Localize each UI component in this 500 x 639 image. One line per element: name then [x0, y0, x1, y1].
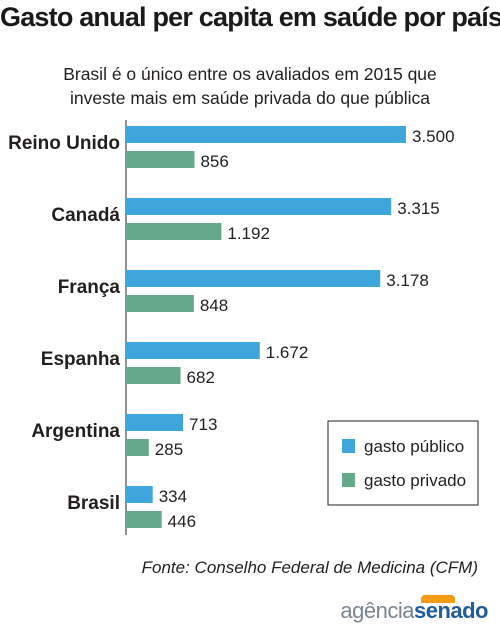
logo-accent-icon — [421, 595, 456, 603]
data-label: 3.315 — [397, 199, 440, 218]
bar-gasto-publico — [126, 198, 392, 215]
data-label: 1.192 — [227, 224, 270, 243]
data-label: 848 — [200, 296, 228, 315]
data-label: 856 — [200, 152, 228, 171]
chart-subtitle: Brasil é o único entre os avaliados em 2… — [0, 62, 500, 110]
logo-text-agencia: agência — [340, 598, 414, 623]
category-label: Brasil — [67, 493, 120, 514]
legend-swatch-publico — [342, 439, 355, 453]
bar-gasto-privado — [126, 511, 162, 528]
bar-gasto-privado — [126, 223, 222, 240]
data-label: 682 — [187, 368, 215, 387]
agencia-senado-logo: agênciasenado — [340, 595, 489, 624]
legend-label: gasto privado — [364, 471, 466, 490]
bar-gasto-publico — [126, 126, 406, 143]
bar-gasto-privado — [126, 295, 194, 312]
category-label: Reino Unido — [8, 133, 120, 154]
bar-gasto-privado — [126, 439, 149, 456]
category-label: Espanha — [41, 349, 121, 370]
bar-gasto-publico — [126, 486, 153, 503]
data-label: 334 — [159, 487, 187, 506]
data-label: 3.500 — [412, 127, 455, 146]
data-label: 446 — [168, 512, 196, 531]
legend-label: gasto público — [364, 437, 464, 456]
bar-gasto-publico — [126, 414, 184, 431]
chart-title: Gasto anual per capita em saúde por país — [0, 2, 500, 32]
bar-gasto-publico — [126, 270, 381, 287]
legend-swatch-privado — [342, 473, 355, 487]
bar-gasto-privado — [126, 367, 181, 384]
subtitle-line-1: Brasil é o único entre os avaliados em 2… — [63, 64, 437, 84]
legend-box — [327, 420, 479, 506]
data-label: 3.178 — [386, 271, 429, 290]
bar-gasto-privado — [126, 151, 195, 168]
category-label: França — [58, 277, 121, 298]
data-label: 713 — [189, 415, 217, 434]
subtitle-line-2: investe mais em saúde privada do que púb… — [70, 88, 430, 108]
data-label: 285 — [155, 440, 183, 459]
bar-gasto-publico — [126, 342, 260, 359]
category-label: Argentina — [31, 421, 120, 442]
source-note: Fonte: Conselho Federal de Medicina (CFM… — [141, 558, 478, 577]
category-label: Canadá — [51, 205, 120, 226]
data-label: 1.672 — [266, 343, 309, 362]
